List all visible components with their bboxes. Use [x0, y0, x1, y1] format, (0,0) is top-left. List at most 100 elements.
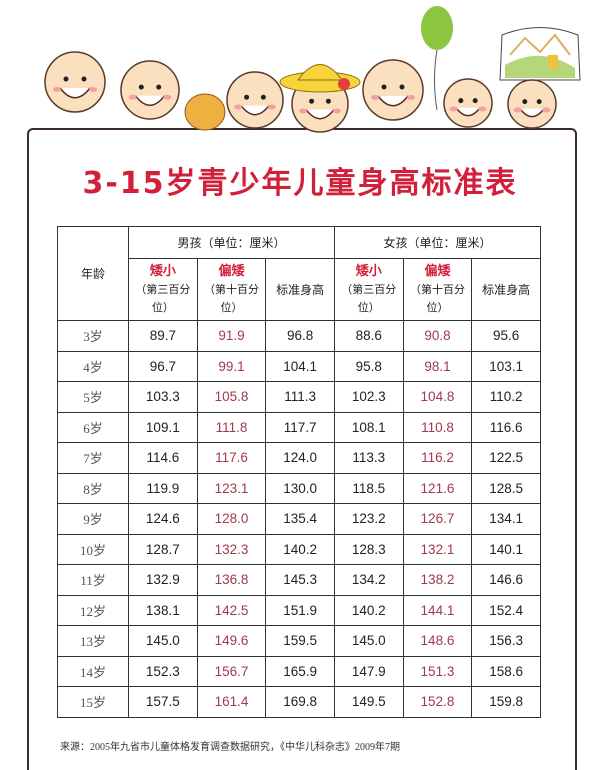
cell-age: 7岁 — [57, 442, 129, 474]
cell-g3: 88.6 — [333, 320, 404, 352]
cell-b10: 161.4 — [196, 686, 267, 718]
kid-face-icon — [44, 51, 106, 113]
table-row: 9岁 124.6 128.0 135.4 123.2 126.7 134.1 — [57, 503, 541, 535]
cell-b3: 109.1 — [128, 411, 198, 443]
cell-gs: 95.6 — [471, 320, 541, 352]
cell-g3: 118.5 — [333, 472, 404, 504]
cell-g3: 108.1 — [333, 411, 404, 443]
cell-g10: 98.1 — [402, 350, 473, 382]
table-row: 4岁 96.7 99.1 104.1 95.8 98.1 103.1 — [57, 350, 541, 382]
table-row: 8岁 119.9 123.1 130.0 118.5 121.6 128.5 — [57, 472, 541, 504]
cell-b10: 149.6 — [196, 625, 267, 657]
cell-b10: 105.8 — [196, 381, 267, 413]
cell-age: 9岁 — [57, 503, 129, 535]
cell-g3: 147.9 — [333, 655, 404, 687]
cell-b3: 119.9 — [128, 472, 198, 504]
cell-age: 13岁 — [57, 625, 129, 657]
cell-gs: 103.1 — [471, 350, 541, 382]
header-boys-short: 矮小 （第三百分位） — [128, 258, 198, 321]
cell-age: 6岁 — [57, 411, 129, 443]
table-row: 13岁 145.0 149.6 159.5 145.0 148.6 156.3 — [57, 625, 541, 657]
cell-b10: 128.0 — [196, 503, 267, 535]
cell-bs: 169.8 — [265, 686, 335, 718]
cell-gs: 116.6 — [471, 411, 541, 443]
cell-b3: 138.1 — [128, 594, 198, 626]
kid-face-icon — [362, 59, 424, 121]
cell-gs: 128.5 — [471, 472, 541, 504]
kid-face-icon — [443, 78, 493, 128]
cell-g3: 145.0 — [333, 625, 404, 657]
cell-gs: 146.6 — [471, 564, 541, 596]
header-girls-standard: 标准身高 — [471, 258, 541, 321]
cell-g10: 126.7 — [402, 503, 473, 535]
cell-g10: 110.8 — [402, 411, 473, 443]
cell-b10: 142.5 — [196, 594, 267, 626]
cell-g10: 132.1 — [402, 533, 473, 565]
cell-gs: 158.6 — [471, 655, 541, 687]
cell-gs: 159.8 — [471, 686, 541, 718]
cell-bs: 145.3 — [265, 564, 335, 596]
cell-bs: 104.1 — [265, 350, 335, 382]
drawing-sign-icon — [499, 27, 581, 81]
table-row: 15岁 157.5 161.4 169.8 149.5 152.8 159.8 — [57, 686, 541, 718]
cell-b3: 145.0 — [128, 625, 198, 657]
cell-b3: 132.9 — [128, 564, 198, 596]
table-row: 12岁 138.1 142.5 151.9 140.2 144.1 152.4 — [57, 594, 541, 626]
cell-age: 5岁 — [57, 381, 129, 413]
table-row: 7岁 114.6 117.6 124.0 113.3 116.2 122.5 — [57, 442, 541, 474]
cell-g10: 152.8 — [402, 686, 473, 718]
cell-bs: 111.3 — [265, 381, 335, 413]
table-row: 14岁 152.3 156.7 165.9 147.9 151.3 158.6 — [57, 655, 541, 687]
cell-age: 15岁 — [57, 686, 129, 718]
header-girls: 女孩（单位：厘米） — [333, 226, 542, 259]
cell-bs: 130.0 — [265, 472, 335, 504]
cell-g3: 140.2 — [333, 594, 404, 626]
cell-b10: 91.9 — [196, 320, 267, 352]
cell-b10: 117.6 — [196, 442, 267, 474]
cell-b10: 99.1 — [196, 350, 267, 382]
table-row: 11岁 132.9 136.8 145.3 134.2 138.2 146.6 — [57, 564, 541, 596]
header-boys-below: 偏矮 （第十百分位） — [196, 258, 267, 321]
cell-bs: 124.0 — [265, 442, 335, 474]
header-age: 年龄 — [57, 226, 129, 321]
table-row: 3岁 89.7 91.9 96.8 88.6 90.8 95.6 — [57, 320, 541, 352]
cartoon-kids-illustration — [44, 6, 581, 133]
kid-face-icon — [507, 79, 557, 129]
cell-b3: 152.3 — [128, 655, 198, 687]
cell-bs: 117.7 — [265, 411, 335, 443]
cell-age: 12岁 — [57, 594, 129, 626]
kid-face-icon — [226, 71, 284, 129]
kid-face-icon — [279, 64, 361, 133]
cell-g3: 134.2 — [333, 564, 404, 596]
cell-age: 10岁 — [57, 533, 129, 565]
cell-g3: 149.5 — [333, 686, 404, 718]
cell-b10: 111.8 — [196, 411, 267, 443]
cell-gs: 156.3 — [471, 625, 541, 657]
cat-icon — [184, 93, 226, 131]
source-note: 来源：2005年九省市儿童体格发育调查数据研究，《中华儿科杂志》2009年7期 — [60, 742, 400, 753]
header-boys-standard: 标准身高 — [265, 258, 335, 321]
cell-bs: 151.9 — [265, 594, 335, 626]
cell-b10: 123.1 — [196, 472, 267, 504]
cell-b3: 89.7 — [128, 320, 198, 352]
cell-bs: 165.9 — [265, 655, 335, 687]
cell-g3: 95.8 — [333, 350, 404, 382]
cell-g3: 123.2 — [333, 503, 404, 535]
cell-bs: 96.8 — [265, 320, 335, 352]
cell-bs: 135.4 — [265, 503, 335, 535]
cell-g10: 121.6 — [402, 472, 473, 504]
balloon-icon — [421, 6, 453, 111]
cell-g10: 104.8 — [402, 381, 473, 413]
kid-face-icon — [120, 60, 180, 120]
header-girls-short: 矮小 （第三百分位） — [333, 258, 404, 321]
cell-g10: 116.2 — [402, 442, 473, 474]
table-row: 6岁 109.1 111.8 117.7 108.1 110.8 116.6 — [57, 411, 541, 443]
cell-b3: 103.3 — [128, 381, 198, 413]
cell-b10: 136.8 — [196, 564, 267, 596]
cell-g3: 128.3 — [333, 533, 404, 565]
table-row: 10岁 128.7 132.3 140.2 128.3 132.1 140.1 — [57, 533, 541, 565]
cell-g10: 144.1 — [402, 594, 473, 626]
cell-gs: 152.4 — [471, 594, 541, 626]
cell-gs: 110.2 — [471, 381, 541, 413]
cell-g10: 90.8 — [402, 320, 473, 352]
